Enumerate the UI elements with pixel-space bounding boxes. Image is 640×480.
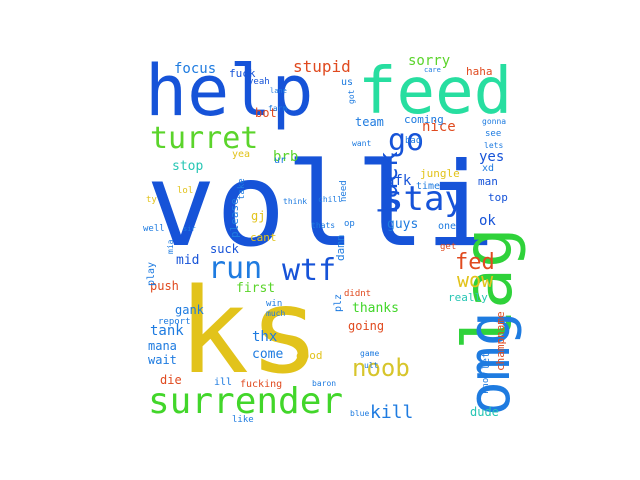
word-well: well (143, 224, 165, 234)
word-mia: mia (166, 239, 175, 255)
word-push: push (150, 279, 179, 293)
word-gonna: gonna (482, 117, 507, 126)
word-fed: fed (455, 250, 495, 275)
word-really: really (448, 291, 488, 304)
word-mana: mana (148, 339, 177, 353)
word-thats: thats (311, 221, 336, 230)
word-die: die (160, 373, 182, 387)
word-ks: ks (178, 262, 321, 400)
word-stay: stay (383, 179, 465, 219)
word-turret: turret (150, 121, 259, 156)
word-want: want (352, 139, 372, 148)
word-surrender: surrender (148, 381, 344, 422)
word-afk: afk (386, 173, 412, 189)
word-take: take (237, 177, 247, 200)
word-coming: coming (404, 113, 444, 126)
word-us: us (341, 77, 354, 88)
word-chill: chill (318, 195, 343, 204)
word-xd: xd (482, 163, 495, 174)
word-one: one (438, 221, 457, 232)
word-mid: mid (176, 253, 200, 268)
word-lol: lol (177, 186, 194, 196)
word-let: let (481, 351, 492, 370)
word-time: time (416, 181, 441, 192)
word-care: care (424, 66, 441, 74)
word-ult: ult (364, 361, 379, 370)
word-ok: ok (479, 213, 496, 229)
word-haha: haha (466, 65, 493, 78)
word-see: see (485, 129, 502, 139)
word-come: come (252, 347, 284, 362)
word-sorry: sorry (408, 53, 451, 69)
word-cant: cant (250, 231, 277, 244)
word-like: like (232, 415, 254, 425)
word-cloud-area (144, 48, 520, 432)
word-blue: blue (350, 409, 370, 418)
word-stop: stop (172, 159, 204, 174)
word-go: go (388, 123, 425, 158)
word-please: please (228, 197, 241, 238)
word-lets: lets (484, 141, 504, 150)
word-top: top (488, 191, 508, 204)
word-champname: champname (494, 311, 507, 372)
word-ur: ur (274, 155, 287, 166)
word-nice: nice (422, 119, 456, 135)
word-game: game (360, 349, 380, 358)
word-think: think (283, 197, 308, 206)
word-win: win (266, 299, 283, 309)
word-bad: bad (405, 136, 422, 146)
word-volli: volli (146, 138, 496, 273)
word-yes: yes (479, 149, 505, 165)
word-got: got (347, 89, 356, 105)
word-know: know (481, 371, 491, 394)
word-gj: gj (251, 209, 266, 223)
word-get: get (440, 242, 457, 252)
word-help: help (145, 50, 314, 132)
word-fucking: fucking (240, 379, 283, 390)
word-guys: guys (387, 217, 419, 232)
word-farm: farm (268, 104, 288, 113)
word-yea: yea (232, 149, 251, 160)
word-baron: baron (312, 379, 337, 388)
word-brb: brb (273, 149, 299, 165)
word-report: report (158, 317, 191, 327)
word-wait: wait (148, 353, 177, 367)
word-op: op (344, 219, 355, 229)
word-damn: damn (334, 234, 347, 262)
word-suck: suck (210, 242, 239, 256)
word-jungle: jungle (420, 167, 460, 180)
word-ty: ty (146, 195, 157, 205)
word-lane: lane (270, 87, 287, 95)
word-yeah: yeah (248, 77, 270, 87)
word-bot: bot (255, 106, 277, 120)
word-didnt: didnt (344, 289, 372, 299)
word-noob: noob (352, 354, 410, 382)
word-gank: gank (175, 303, 204, 317)
word-first: first (236, 281, 276, 296)
word-wow: wow (457, 268, 494, 292)
word-tank: tank (150, 323, 184, 339)
word-dude: dude (470, 405, 499, 419)
word-kill: kill (370, 402, 414, 423)
word-much: much (266, 309, 286, 318)
word-ill: ill (214, 377, 233, 388)
word-thx: thx (252, 329, 278, 345)
word-feed: feed (358, 55, 513, 129)
word-stupid: stupid (293, 57, 351, 76)
word-good: good (296, 349, 323, 362)
word-going: going (348, 319, 385, 333)
word-thanks: thanks (352, 301, 399, 316)
word-wtf: wtf (282, 253, 337, 288)
word-focus: focus (174, 61, 217, 77)
word-man: man (478, 175, 498, 188)
word-play: play (146, 261, 157, 286)
word-team: team (355, 115, 384, 129)
word-run: run (208, 251, 263, 286)
word-sir: sir (183, 225, 196, 233)
word-fuck: fuck (229, 67, 256, 80)
word-plz: plz (333, 293, 344, 312)
